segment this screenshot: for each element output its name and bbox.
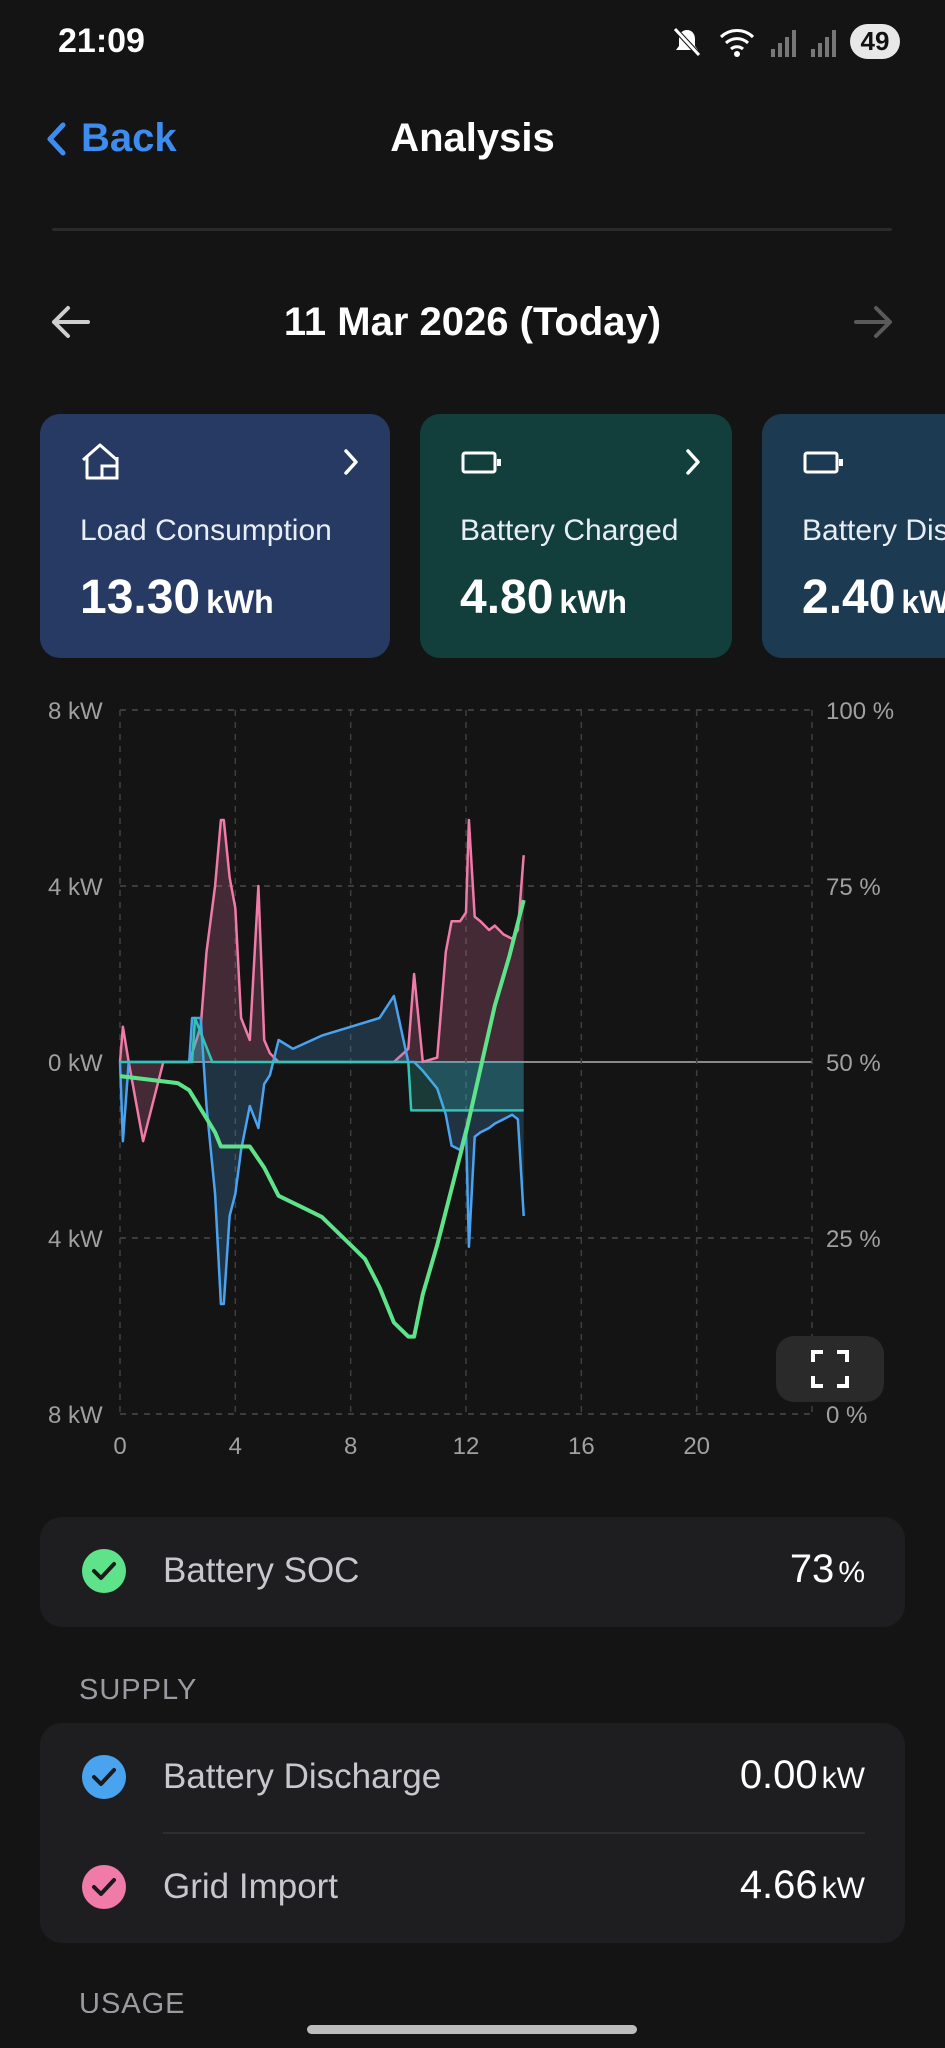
card-unit: kWh xyxy=(901,584,945,620)
chevron-left-icon xyxy=(47,122,66,155)
nav-bar: Back Analysis xyxy=(0,100,945,180)
row-divider xyxy=(163,1832,865,1834)
divider xyxy=(52,228,892,231)
arrow-left-icon xyxy=(52,306,90,338)
y2-tick-label: 25 % xyxy=(826,1226,881,1253)
card-unit: kWh xyxy=(559,584,627,620)
grid-import-row[interactable]: Grid Import 4.66 kW xyxy=(40,1833,905,1943)
battery-level-badge: 49 xyxy=(850,24,900,59)
series-area xyxy=(120,996,524,1304)
previous-day-button[interactable] xyxy=(48,300,92,349)
fullscreen-icon xyxy=(811,1350,849,1388)
page-title: Analysis xyxy=(390,116,555,160)
home-icon xyxy=(82,443,119,480)
battery-discharged-card[interactable]: Battery Discharged 2.40kWh xyxy=(762,414,945,658)
row-label: Battery SOC xyxy=(163,1551,360,1590)
check-icon[interactable] xyxy=(82,1865,126,1909)
supply-section-heading: SUPPLY xyxy=(79,1674,198,1706)
check-icon[interactable] xyxy=(82,1549,126,1593)
wifi-icon xyxy=(719,28,755,57)
row-number: 4.66 xyxy=(739,1863,818,1907)
y-tick-label: 4 kW xyxy=(48,874,103,901)
date-selector: 11 Mar 2026 (Today) xyxy=(0,290,945,360)
y2-tick-label: 0 % xyxy=(826,1402,867,1429)
check-icon[interactable] xyxy=(82,1755,126,1799)
supply-card: Battery Discharge 0.00 kW Grid Import 4.6… xyxy=(40,1723,905,1943)
usage-section-heading: USAGE xyxy=(79,1988,186,2013)
soc-line xyxy=(119,899,526,1339)
signal-icon xyxy=(811,29,836,57)
x-tick-label: 20 xyxy=(683,1433,710,1460)
signal-icon xyxy=(771,29,796,57)
y-tick-label: 8 kW xyxy=(48,1402,103,1429)
row-value: 4.66 kW xyxy=(740,1863,865,1908)
row-unit: % xyxy=(838,1556,865,1589)
card-value: 4.80 kWh xyxy=(460,570,627,625)
x-tick-label: 8 xyxy=(344,1433,357,1460)
card-number: 13.30 xyxy=(80,571,201,624)
back-button[interactable]: Back xyxy=(45,116,177,161)
status-bar: 21:09 49 xyxy=(0,0,945,90)
row-label: Grid Import xyxy=(163,1867,339,1906)
date-label: 11 Mar 2026 (Today) xyxy=(283,300,662,344)
card-label: Battery Charged xyxy=(460,514,679,547)
fullscreen-button[interactable] xyxy=(776,1336,884,1402)
power-chart[interactable]: 8 kW 4 kW 0 kW 4 kW 8 kW 100 % 75 % 50 % 25 % 0 %… xyxy=(0,690,945,1470)
x-tick-label: 16 xyxy=(568,1433,595,1460)
back-label: Back xyxy=(81,116,177,160)
power-line xyxy=(120,1016,524,1112)
home-indicator[interactable] xyxy=(307,2025,637,2034)
card-label: Battery Discharged xyxy=(802,514,945,547)
row-unit: kW xyxy=(821,1872,865,1905)
row-value: 0.00 kW xyxy=(740,1753,865,1798)
y-tick-label: 4 kW xyxy=(48,1226,103,1253)
y-tick-label: 8 kW xyxy=(48,698,103,725)
card-number: 4.80 xyxy=(460,571,554,624)
y-tick-label: 0 kW xyxy=(48,1050,103,1077)
x-tick-label: 4 xyxy=(229,1433,242,1460)
x-tick-label: 0 xyxy=(113,1433,126,1460)
status-icons: 49 xyxy=(670,24,900,59)
y2-tick-label: 75 % xyxy=(826,874,881,901)
x-tick-label: 12 xyxy=(453,1433,480,1460)
row-number: 73 xyxy=(789,1547,835,1591)
row-label: Battery Discharge xyxy=(163,1757,442,1796)
power-line xyxy=(118,994,525,1306)
battery-discharge-row[interactable]: Battery Discharge 0.00 kW xyxy=(40,1723,905,1833)
status-time: 21:09 xyxy=(58,22,145,60)
y2-tick-label: 50 % xyxy=(826,1050,881,1077)
battery-icon xyxy=(803,451,843,474)
summary-cards: Load Consumption 13.30 kWh Battery Charge… xyxy=(0,414,945,660)
card-number: 2.40 xyxy=(802,571,896,624)
card-label: Load Consumption xyxy=(80,514,332,547)
battery-charged-card[interactable]: Battery Charged 4.80 kWh xyxy=(420,414,732,658)
arrow-right-icon xyxy=(854,306,892,338)
card-unit: kWh xyxy=(206,584,274,620)
battery-soc-row[interactable]: Battery SOC 73% xyxy=(40,1517,905,1625)
series-area xyxy=(120,1018,524,1111)
y2-tick-label: 100 % xyxy=(826,698,894,725)
chevron-right-icon xyxy=(344,449,358,475)
chevron-right-icon xyxy=(686,449,700,475)
row-value: 73% xyxy=(790,1547,865,1592)
row-number: 0.00 xyxy=(739,1753,818,1797)
next-day-button[interactable] xyxy=(852,300,896,349)
row-unit: kW xyxy=(821,1762,865,1795)
card-value: 13.30 kWh xyxy=(80,570,274,625)
load-consumption-card[interactable]: Load Consumption 13.30 kWh xyxy=(40,414,390,658)
battery-icon xyxy=(461,451,501,474)
card-value: 2.40kWh xyxy=(802,570,945,625)
battery-soc-card: Battery SOC 73% xyxy=(40,1517,905,1627)
mute-icon xyxy=(673,26,701,57)
